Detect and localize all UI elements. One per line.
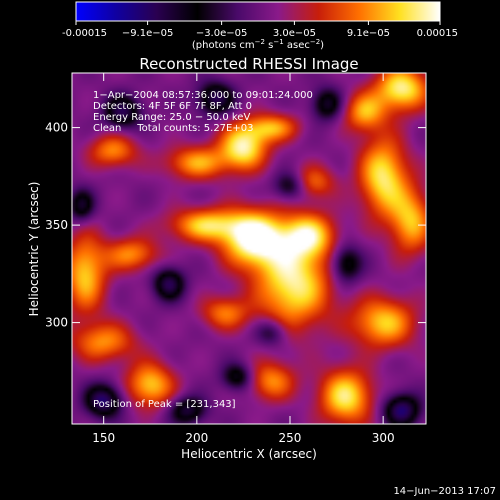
x-axis: 150 200 250 300: [92, 73, 395, 445]
colorbar-ticks: [75, 21, 441, 25]
colorbar: [75, 1, 441, 22]
colorbar-tick-label: 0.00015: [417, 28, 458, 39]
colorbar-tick-label: -0.00015: [62, 28, 107, 39]
chart-title: Reconstructed RHESSI Image: [139, 55, 358, 73]
x-tick-label: 300: [372, 431, 395, 445]
heatmap-raster: [72, 73, 426, 424]
colorbar-tick-label: −3.0e−05: [196, 28, 248, 39]
colorbar-tick-labels: -0.00015 −9.1e−05 −3.0e−05 3.0e−05 9.1e−05 0.…: [62, 28, 458, 39]
annotation-detectors: Detectors: 4F 5F 6F 7F 8F, Att 0: [93, 101, 252, 112]
footer-timestamp: 14−Jun−2013 17:07: [393, 486, 496, 497]
heatmap-image: [72, 73, 426, 424]
y-tick-label: 300: [45, 316, 68, 330]
y-axis: 300 350 400: [45, 121, 426, 330]
x-tick-label: 200: [185, 431, 208, 445]
colorbar-tick-label: −9.1e−05: [122, 28, 174, 39]
plot-frame: [71, 72, 427, 425]
annotation-peak: Position of Peak = [231,343]: [93, 399, 236, 410]
annotation-method: Clean Total counts: 5.27E+03: [93, 123, 253, 134]
annotation-time-range: 1−Apr−2004 08:57:36.000 to 09:01:24.000: [93, 90, 313, 101]
colorbar-tick-label: 3.0e−05: [273, 28, 316, 39]
x-tick-label: 150: [92, 431, 115, 445]
x-axis-label: Heliocentric X (arcsec): [181, 447, 317, 461]
x-tick-label: 250: [279, 431, 302, 445]
annotation-energy: Energy Range: 25.0 − 50.0 keV: [93, 112, 250, 123]
y-tick-label: 350: [45, 218, 68, 232]
y-tick-label: 400: [45, 121, 68, 135]
colorbar-unit-label: (photons cm−2 s−1 asec−2): [192, 38, 324, 51]
colorbar-tick-label: 9.1e−05: [347, 28, 390, 39]
y-axis-label: Heliocentric Y (arcsec): [27, 182, 41, 317]
